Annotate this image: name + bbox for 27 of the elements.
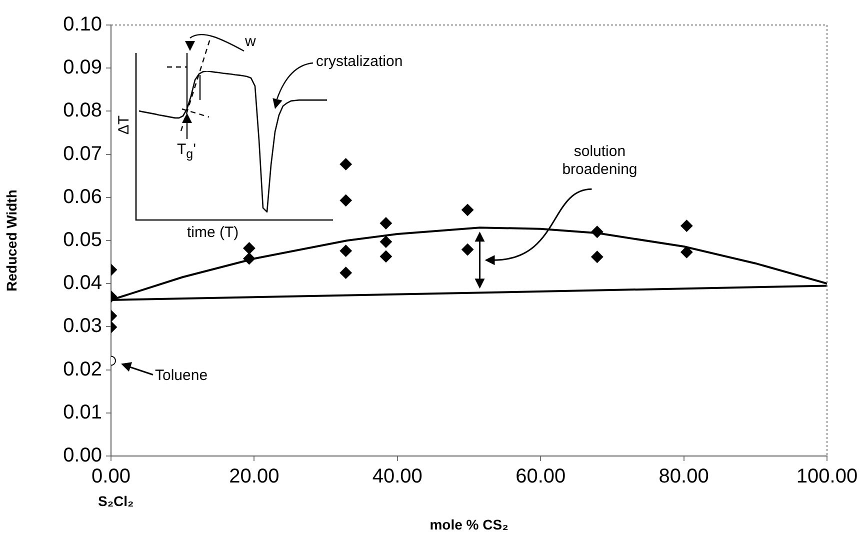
y-tick-label: 0.04 xyxy=(63,272,102,294)
y-tick-label: 0.02 xyxy=(63,358,102,380)
annotation: T$_{g}$' xyxy=(177,140,196,163)
annotation: crystalization xyxy=(316,53,403,71)
x-axis-title: mole % CS₂ xyxy=(430,516,508,532)
y-tick-label: 0.09 xyxy=(63,56,102,79)
y-tick-label: 0.10 xyxy=(63,14,102,36)
x-tick-label: 0.00 xyxy=(92,466,130,488)
y-axis-title: ΔT xyxy=(116,114,134,134)
x-axis-title: time (T) xyxy=(187,224,239,242)
text: S₂Cl₂ xyxy=(98,492,134,510)
y-tick-label: 0.06 xyxy=(63,186,102,208)
y-tick-label: 0.03 xyxy=(63,315,102,338)
x-tick-label: 100.00 xyxy=(796,466,858,488)
x-tick-label: 80.00 xyxy=(658,466,709,488)
y-tick-label: 0.08 xyxy=(63,100,102,122)
y-tick-label: 0.01 xyxy=(63,401,102,424)
x-tick-label: 20.00 xyxy=(229,466,280,488)
y-tick-label: 0.00 xyxy=(63,444,102,467)
y-tick-label: 0.05 xyxy=(63,229,102,252)
annotation: solution broadening xyxy=(561,143,638,180)
y-tick-label: 0.07 xyxy=(63,142,102,165)
annotation: Toluene xyxy=(155,366,208,385)
x-tick-label: 40.00 xyxy=(372,466,422,488)
y-axis-title: Reduced Width xyxy=(3,190,20,292)
x-tick-label: 60.00 xyxy=(516,466,566,488)
annotation: w xyxy=(245,33,256,51)
